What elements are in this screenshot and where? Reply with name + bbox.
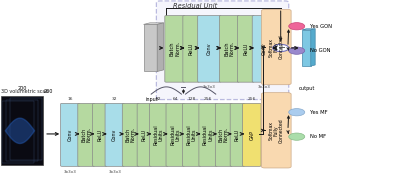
Text: 3x3x3: 3x3x3 (257, 85, 270, 89)
Text: Conv: Conv (207, 43, 212, 55)
Polygon shape (302, 29, 315, 30)
FancyBboxPatch shape (182, 103, 201, 166)
FancyBboxPatch shape (261, 93, 291, 168)
Text: Residual
Units: Residual Units (154, 125, 164, 145)
Polygon shape (144, 24, 157, 71)
Text: 3D volumetric scan: 3D volumetric scan (1, 89, 48, 94)
Text: No GON: No GON (310, 48, 330, 53)
Text: 256: 256 (204, 97, 212, 101)
Polygon shape (157, 23, 164, 71)
Text: Batch
Norm.: Batch Norm. (81, 127, 91, 142)
Text: +: + (277, 43, 285, 53)
Text: Conv: Conv (261, 43, 266, 55)
FancyBboxPatch shape (61, 103, 80, 166)
Circle shape (273, 44, 289, 52)
Text: ReLU: ReLU (189, 43, 194, 55)
Text: Residual
Units: Residual Units (203, 125, 213, 145)
Text: Softmax
Fully
Connected: Softmax Fully Connected (268, 35, 284, 59)
Text: 200: 200 (17, 85, 27, 90)
FancyBboxPatch shape (1, 96, 43, 165)
Text: Residual Unit: Residual Unit (173, 3, 217, 9)
FancyBboxPatch shape (183, 16, 200, 82)
FancyBboxPatch shape (78, 103, 95, 166)
Text: output: output (299, 86, 315, 91)
FancyBboxPatch shape (230, 103, 245, 166)
FancyBboxPatch shape (150, 103, 168, 166)
FancyBboxPatch shape (261, 9, 291, 85)
Text: Conv: Conv (112, 129, 117, 141)
Text: 32: 32 (156, 97, 162, 101)
Text: Batch
Norm.: Batch Norm. (224, 41, 235, 56)
FancyBboxPatch shape (166, 103, 184, 166)
Circle shape (289, 47, 305, 54)
Text: Conv: Conv (68, 129, 73, 141)
Circle shape (289, 133, 305, 140)
FancyBboxPatch shape (156, 1, 289, 100)
FancyBboxPatch shape (215, 103, 232, 166)
FancyBboxPatch shape (199, 103, 217, 166)
FancyBboxPatch shape (243, 103, 261, 166)
FancyBboxPatch shape (165, 16, 185, 82)
Text: 3x3x3: 3x3x3 (203, 85, 216, 89)
Text: Batch
Norm.: Batch Norm. (170, 41, 180, 56)
FancyBboxPatch shape (122, 103, 139, 166)
Circle shape (289, 109, 305, 116)
Text: Yes MF: Yes MF (310, 110, 327, 115)
FancyBboxPatch shape (105, 103, 124, 166)
FancyBboxPatch shape (198, 16, 221, 82)
Text: ReLU: ReLU (243, 43, 248, 55)
Text: 3x3x3: 3x3x3 (108, 170, 121, 174)
Polygon shape (311, 29, 315, 66)
Text: ReLU: ReLU (142, 129, 147, 141)
Text: input: input (145, 97, 158, 102)
Text: 16: 16 (67, 97, 73, 101)
Text: GAP: GAP (249, 130, 254, 140)
Text: Residual
Units: Residual Units (186, 125, 197, 145)
Text: 200: 200 (43, 89, 53, 94)
Text: Batch
Norm.: Batch Norm. (126, 127, 136, 142)
FancyBboxPatch shape (137, 103, 152, 166)
Text: 256: 256 (248, 97, 256, 101)
FancyBboxPatch shape (93, 103, 107, 166)
FancyBboxPatch shape (252, 16, 275, 82)
Text: No MF: No MF (310, 134, 326, 139)
Text: Batch
Norm.: Batch Norm. (219, 127, 229, 142)
Text: Residual
Units: Residual Units (170, 125, 180, 145)
Polygon shape (144, 23, 164, 24)
Circle shape (289, 23, 305, 30)
Text: Yes GON: Yes GON (310, 24, 332, 29)
Text: Softmax
Fully
Connected: Softmax Fully Connected (268, 118, 284, 143)
Text: 128: 128 (188, 97, 196, 101)
Text: 64: 64 (172, 97, 178, 101)
Text: ReLU: ReLU (235, 129, 240, 141)
Text: 3x3x3: 3x3x3 (64, 170, 77, 174)
Text: 32: 32 (112, 97, 117, 101)
Polygon shape (302, 30, 311, 66)
Text: ReLU: ReLU (97, 129, 102, 141)
FancyBboxPatch shape (219, 16, 239, 82)
FancyBboxPatch shape (237, 16, 254, 82)
